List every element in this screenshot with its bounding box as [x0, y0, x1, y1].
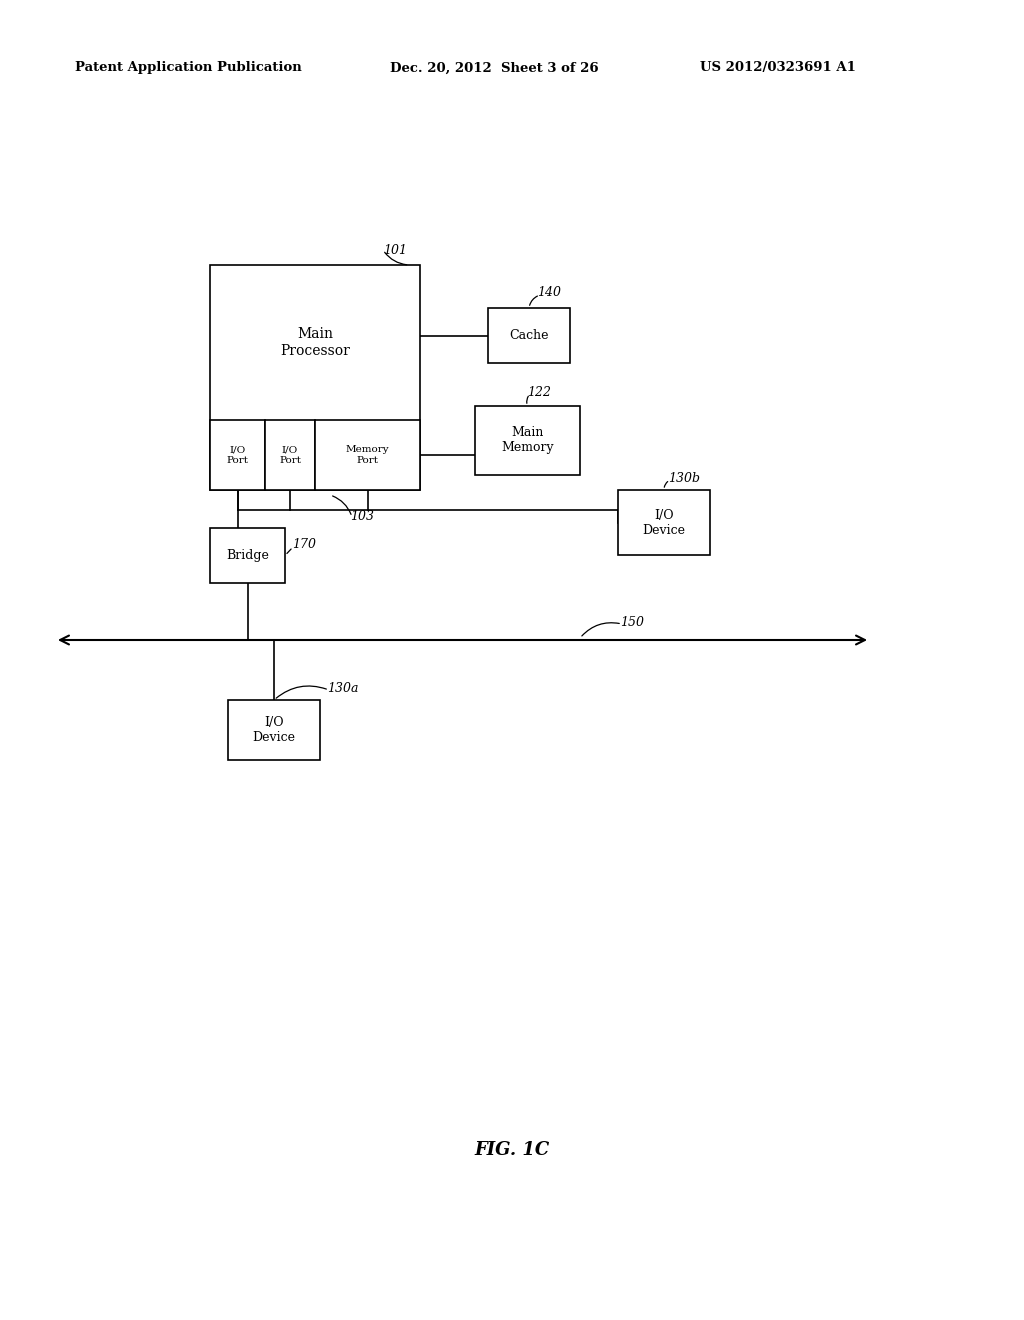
- Text: I/O
Device: I/O Device: [642, 508, 685, 536]
- Bar: [265, 420, 315, 490]
- Text: I/O
Device: I/O Device: [253, 715, 296, 744]
- Bar: [618, 490, 710, 554]
- Bar: [475, 407, 580, 475]
- Text: Main
Processor: Main Processor: [280, 327, 350, 358]
- Text: 150: 150: [620, 615, 644, 628]
- Bar: [228, 700, 319, 760]
- Text: Patent Application Publication: Patent Application Publication: [75, 62, 302, 74]
- Text: 130b: 130b: [668, 471, 700, 484]
- Text: US 2012/0323691 A1: US 2012/0323691 A1: [700, 62, 856, 74]
- Text: 103: 103: [350, 511, 374, 524]
- Text: Memory
Port: Memory Port: [346, 445, 389, 465]
- Text: 130a: 130a: [327, 681, 358, 694]
- Text: I/O
Port: I/O Port: [279, 445, 301, 465]
- Text: 140: 140: [537, 286, 561, 300]
- Text: 122: 122: [527, 385, 551, 399]
- Text: 101: 101: [383, 243, 407, 256]
- Text: Dec. 20, 2012  Sheet 3 of 26: Dec. 20, 2012 Sheet 3 of 26: [390, 62, 599, 74]
- Text: FIG. 1C: FIG. 1C: [474, 1140, 550, 1159]
- Text: Main
Memory: Main Memory: [501, 426, 554, 454]
- Bar: [210, 420, 265, 490]
- Bar: [210, 265, 420, 490]
- Bar: [210, 528, 285, 583]
- Text: I/O
Port: I/O Port: [226, 445, 249, 465]
- Bar: [315, 420, 420, 490]
- Text: Cache: Cache: [509, 329, 549, 342]
- Bar: [488, 308, 570, 363]
- Text: 170: 170: [292, 539, 316, 552]
- Text: Bridge: Bridge: [226, 549, 269, 562]
